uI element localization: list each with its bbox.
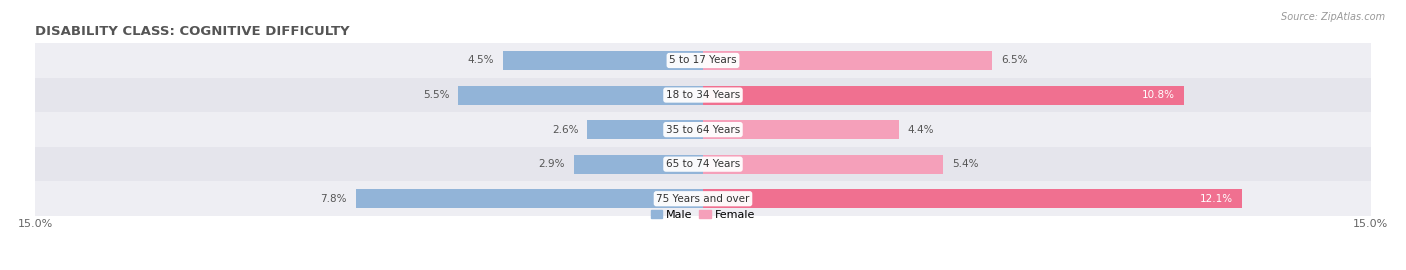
Text: 75 Years and over: 75 Years and over: [657, 194, 749, 204]
Text: 10.8%: 10.8%: [1142, 90, 1175, 100]
Bar: [703, 86, 1184, 104]
Text: 6.5%: 6.5%: [1001, 55, 1028, 66]
Bar: [703, 189, 1241, 208]
Bar: [574, 155, 703, 174]
Bar: [703, 120, 898, 139]
Text: 65 to 74 Years: 65 to 74 Years: [666, 159, 740, 169]
Text: 2.9%: 2.9%: [538, 159, 565, 169]
Text: 4.5%: 4.5%: [467, 55, 494, 66]
Bar: [703, 155, 943, 174]
Text: 7.8%: 7.8%: [321, 194, 347, 204]
Bar: [588, 120, 703, 139]
Bar: [356, 189, 703, 208]
Bar: [35, 147, 1371, 181]
Text: 18 to 34 Years: 18 to 34 Years: [666, 90, 740, 100]
Bar: [458, 86, 703, 104]
Bar: [35, 43, 1371, 78]
Text: 2.6%: 2.6%: [551, 124, 578, 135]
Bar: [35, 181, 1371, 216]
Text: Source: ZipAtlas.com: Source: ZipAtlas.com: [1281, 12, 1385, 22]
Text: 5.4%: 5.4%: [952, 159, 979, 169]
Text: DISABILITY CLASS: COGNITIVE DIFFICULTY: DISABILITY CLASS: COGNITIVE DIFFICULTY: [35, 25, 350, 38]
Text: 35 to 64 Years: 35 to 64 Years: [666, 124, 740, 135]
Text: 4.4%: 4.4%: [908, 124, 935, 135]
Bar: [703, 51, 993, 70]
Text: 12.1%: 12.1%: [1199, 194, 1233, 204]
Bar: [35, 78, 1371, 112]
Bar: [503, 51, 703, 70]
Legend: Male, Female: Male, Female: [647, 205, 759, 224]
Bar: [35, 112, 1371, 147]
Text: 5 to 17 Years: 5 to 17 Years: [669, 55, 737, 66]
Text: 5.5%: 5.5%: [423, 90, 449, 100]
